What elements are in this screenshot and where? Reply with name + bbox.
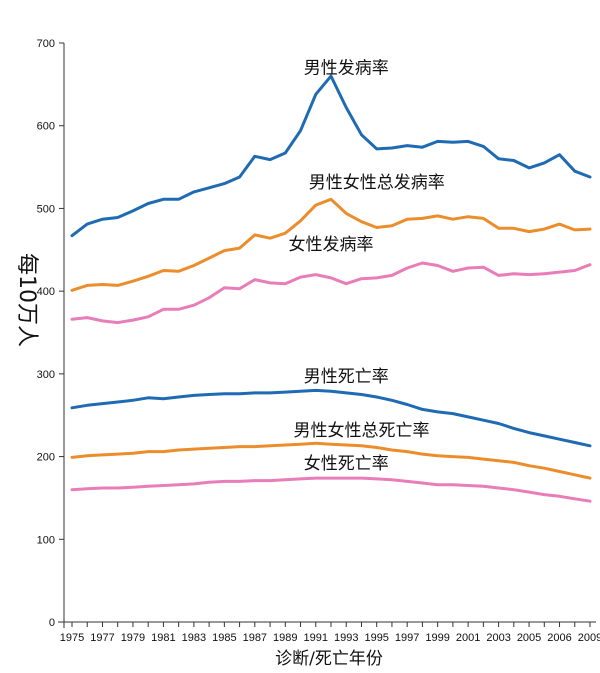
x-tick-label: 2006 (547, 632, 571, 644)
x-tick-label: 2001 (456, 632, 480, 644)
series-line-6 (70, 476, 592, 503)
y-axis-title: 每10万人 (14, 253, 39, 347)
label-female-incidence: 女性发病率 (289, 235, 374, 255)
x-tick-label: 1987 (243, 632, 267, 644)
x-tick-label: 1981 (151, 632, 175, 644)
y-tick-label: 700 (37, 38, 55, 50)
x-tick-label: 1997 (395, 632, 419, 644)
series-line-2 (70, 197, 592, 292)
y-tick-label: 400 (37, 286, 55, 298)
x-tick-label: 1993 (334, 632, 358, 644)
x-tick-label: 2005 (517, 632, 541, 644)
series-lines (70, 74, 592, 503)
label-total-mortality: 男性女性总死亡率 (293, 421, 429, 441)
x-axis-title: 诊断/死亡年份 (275, 649, 383, 669)
label-female-mortality: 女性死亡率 (304, 454, 389, 474)
x-tick-label: 1995 (364, 632, 388, 644)
x-tick-label: 1977 (90, 632, 114, 644)
x-tick-label: 1983 (182, 632, 206, 644)
y-tick-label: 100 (37, 534, 55, 546)
axes: 0 100 200 300 400 500 600 700 1975 1977 1979 1981 19… (37, 38, 600, 644)
x-tick-label: 1985 (212, 632, 236, 644)
y-tick-label: 500 (37, 203, 55, 215)
x-tick-label: 1999 (425, 632, 449, 644)
series-line-5 (70, 441, 592, 480)
y-tick-label: 600 (37, 121, 55, 133)
series-line-4 (70, 388, 592, 448)
y-tick-label: 0 (49, 617, 55, 629)
x-tick-label: 1989 (273, 632, 297, 644)
series-line-3 (70, 261, 592, 325)
x-tick-label: 2009 (578, 632, 600, 644)
x-tick-label: 1975 (60, 632, 84, 644)
label-total-incidence: 男性女性总发病率 (309, 173, 445, 193)
y-tick-label: 300 (37, 369, 55, 381)
x-tick-label: 1979 (121, 632, 145, 644)
series-line-1 (70, 74, 592, 238)
x-tick-label: 1991 (304, 632, 328, 644)
y-tick-label: 200 (37, 452, 55, 464)
label-male-incidence: 男性发病率 (304, 59, 389, 79)
label-male-mortality: 男性死亡率 (304, 367, 389, 387)
x-tick-label: 2003 (486, 632, 510, 644)
